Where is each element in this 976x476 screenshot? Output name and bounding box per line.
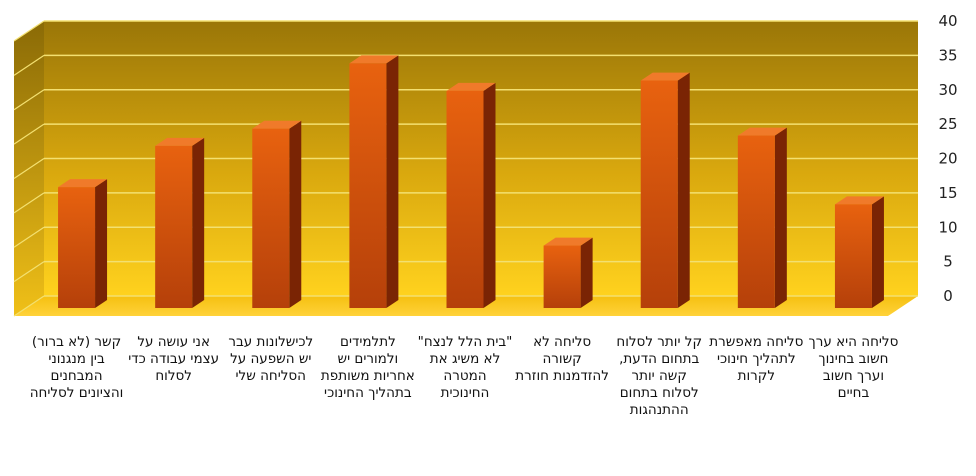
bar-top: [834, 196, 884, 205]
bar-front: [58, 187, 96, 308]
bar-side: [871, 196, 884, 308]
y-tick-label: 20: [938, 150, 957, 168]
y-tick-label: 30: [938, 81, 957, 99]
y-tick-label: 0: [943, 287, 953, 305]
bar-side: [289, 120, 302, 308]
gridline-side: [13, 54, 45, 76]
bar: [252, 120, 302, 308]
category-label: קל יותר לסלוח בתחום הדעת, קשה יותר לסלוח…: [616, 334, 703, 418]
y-tick-label: 15: [938, 184, 957, 202]
gridline-side: [13, 192, 45, 214]
bar: [737, 127, 787, 308]
bar: [446, 82, 496, 308]
bar-top: [543, 237, 593, 246]
bar-front: [155, 145, 193, 308]
gridline-side: [13, 158, 45, 179]
y-tick-label: 40: [938, 12, 957, 30]
bar-side: [580, 237, 593, 308]
y-tick-label: 10: [938, 218, 957, 236]
bar-top: [349, 55, 399, 64]
category-label: סליחה מאפשרת לתהליך חינוכי לקרות: [709, 334, 804, 384]
bar-side: [483, 82, 496, 308]
bar-side: [386, 55, 399, 308]
bar-front: [349, 63, 387, 308]
y-axis-ticks: 0 5 10 15 20 25 30 35 40: [938, 12, 957, 305]
y-tick-label: 25: [938, 115, 957, 133]
category-label: סליחה היא ערך חשוב בחינוך וערך חשוב בחיי…: [808, 334, 899, 401]
bar: [543, 237, 593, 308]
bar-top: [446, 82, 496, 91]
category-label: אני עושה על עצמי עבודה כדי לסלוח: [128, 334, 220, 384]
bar-top: [737, 127, 787, 136]
bar-side: [774, 127, 787, 308]
y-tick-label: 5: [943, 253, 953, 271]
bar-top: [58, 179, 108, 188]
bar-side: [95, 179, 108, 308]
bars: [58, 55, 884, 308]
gridline-side: [13, 226, 45, 248]
y-tick-label: 35: [938, 46, 957, 64]
gridline-side: [13, 261, 45, 283]
bar-top: [155, 137, 205, 146]
bar: [349, 55, 399, 308]
bar-front: [640, 80, 678, 308]
gridline-side: [13, 20, 45, 42]
bar-front: [737, 135, 775, 308]
bar: [58, 179, 108, 308]
category-label: סליחה לא קשורה להזדמנות חוזרת: [515, 334, 609, 384]
bar-front: [543, 245, 581, 308]
bar-front: [252, 128, 290, 308]
category-label: לכישלונות עבר יש השפעה על הסליחה שלי: [228, 334, 314, 384]
bar-front: [834, 204, 872, 308]
category-label: קשר (לא ברור) בין מנגנוני המבחנים והציונ…: [29, 334, 124, 401]
category-label: לתלמידים ולמורים יש אחריות משותפת בתהליך…: [320, 334, 415, 401]
bar-side: [677, 72, 690, 308]
bar-front: [446, 90, 484, 308]
bar: [155, 137, 205, 308]
gridline-side: [13, 89, 45, 111]
category-label: "בית הלל לנצח" לא משיג את המטרה החינוכית: [417, 334, 513, 401]
bar: [834, 196, 884, 308]
gridline-side: [13, 123, 45, 145]
bar-side: [192, 137, 205, 308]
bar-top: [640, 72, 690, 81]
gridline-side: [13, 295, 45, 317]
bar-top: [252, 120, 302, 129]
bar: [640, 72, 690, 308]
